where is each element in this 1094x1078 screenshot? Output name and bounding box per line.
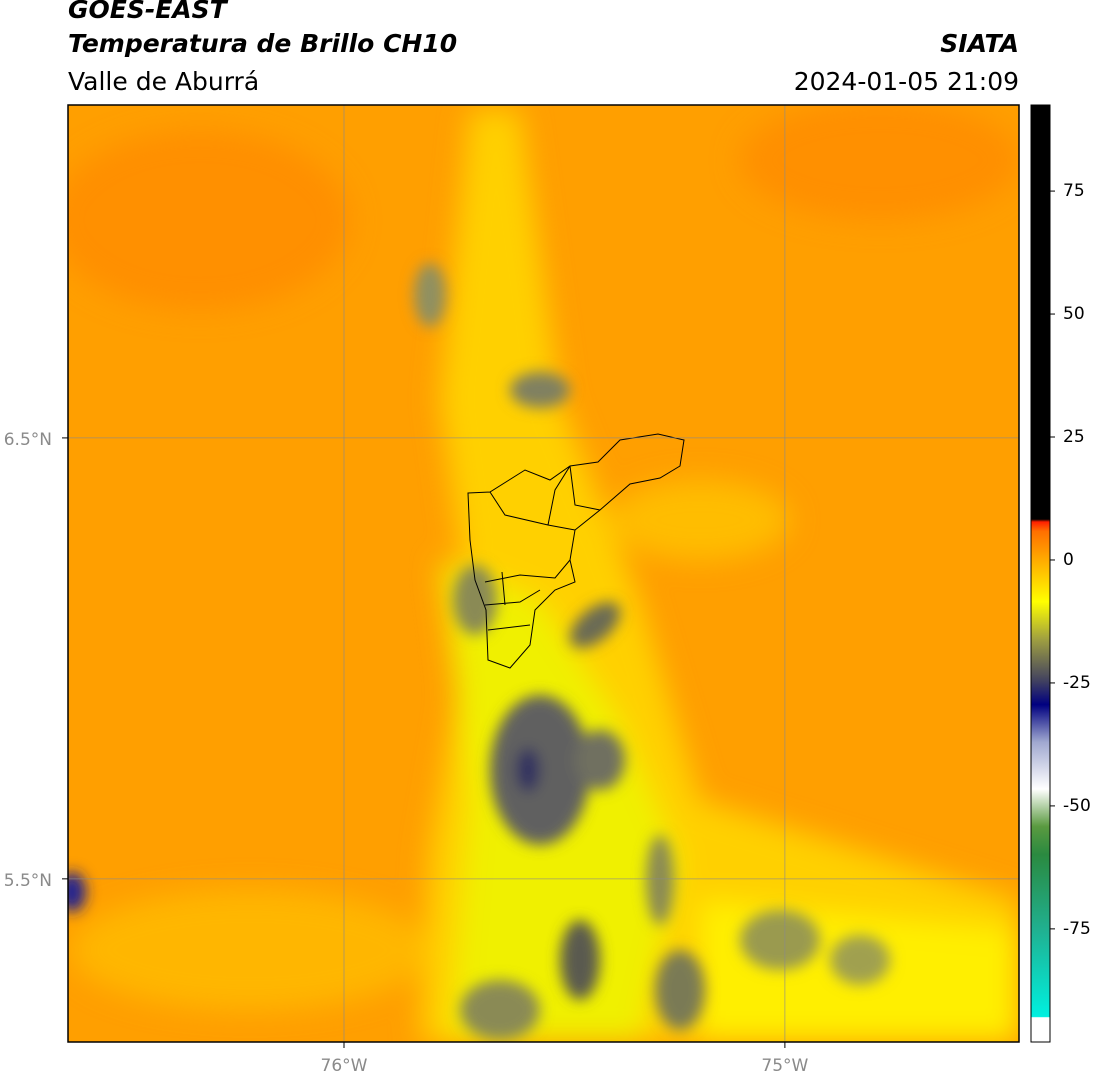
datetime: 2024-01-05 21:09	[794, 67, 1019, 96]
lon-tick-label: 76°W	[321, 1056, 368, 1076]
colorbar-tick-label: 50	[1063, 304, 1085, 324]
colorbar	[1030, 104, 1051, 1043]
subtitle: Temperatura de Brillo CH10	[68, 29, 457, 58]
lat-tick-label: 5.5°N	[4, 871, 52, 891]
map-frame	[67, 104, 1020, 1043]
lat-tick-label: 6.5°N	[4, 430, 52, 450]
source: SIATA	[940, 29, 1019, 58]
colorbar-tick-label: 0	[1063, 550, 1074, 570]
valley-boundary	[467, 433, 685, 669]
title: GOES-EAST	[68, 0, 229, 24]
colorbar-tick-label: 25	[1063, 427, 1085, 447]
grid	[68, 105, 1019, 1042]
colorbar-tick-label: -75	[1063, 919, 1091, 939]
colorbar-tick-label: -25	[1063, 673, 1091, 693]
brightness-field	[68, 105, 1019, 1042]
lon-tick-label: 75°W	[761, 1056, 808, 1076]
colorbar-tick-label: -50	[1063, 796, 1091, 816]
colorbar-tick-label: 75	[1063, 181, 1085, 201]
region: Valle de Aburrá	[68, 67, 259, 96]
